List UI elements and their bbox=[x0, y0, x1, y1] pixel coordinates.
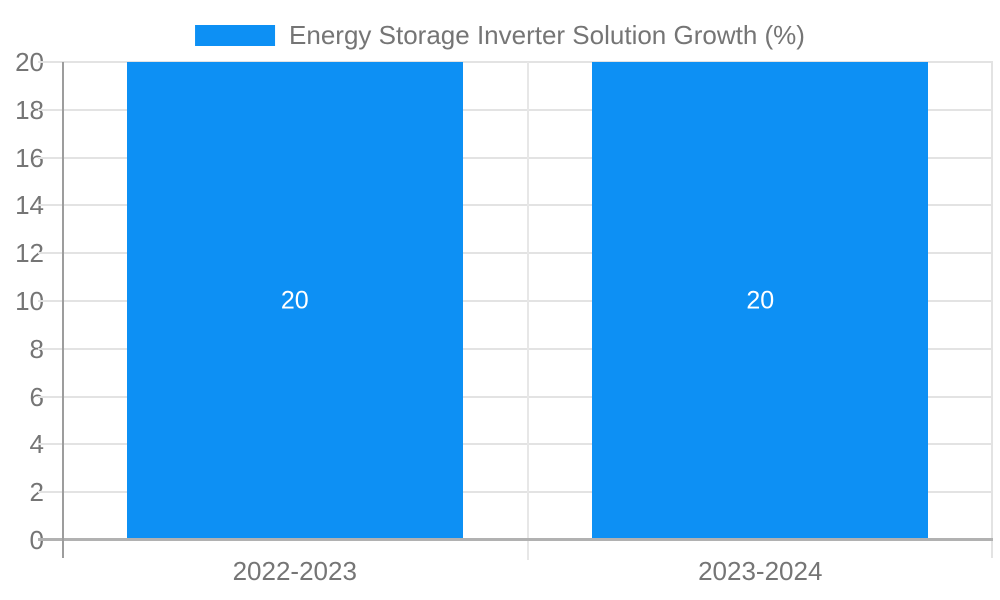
y-tick-label-6: 6 bbox=[29, 381, 44, 412]
x-category-label-2022-2023: 2022-2023 bbox=[232, 556, 357, 586]
gridline-y-14 bbox=[38, 204, 993, 207]
bar-value-label: 20 bbox=[280, 286, 309, 315]
chart-legend[interactable]: Energy Storage Inverter Solution Growth … bbox=[195, 20, 805, 51]
y-axis-line bbox=[62, 62, 64, 558]
gridline-y-20 bbox=[38, 61, 993, 63]
y-tick-label-2: 2 bbox=[29, 477, 44, 508]
legend-label: Energy Storage Inverter Solution Growth … bbox=[289, 20, 805, 50]
gridline-y-2 bbox=[38, 491, 993, 494]
x-category-label-2023-2024: 2023-2024 bbox=[698, 556, 823, 586]
gridline-y-8 bbox=[38, 347, 993, 350]
plot-right-border bbox=[991, 62, 993, 558]
gridline-y-10 bbox=[38, 300, 993, 302]
plot-area: 20 20 bbox=[38, 61, 993, 560]
legend-swatch bbox=[195, 25, 276, 46]
gridline-y-4 bbox=[38, 443, 993, 446]
gridline-y-16 bbox=[38, 156, 993, 159]
gridline-y-12 bbox=[38, 252, 993, 255]
bar-value-label: 20 bbox=[746, 286, 775, 315]
x-axis-baseline bbox=[38, 538, 993, 541]
bar-2023-2024[interactable]: 20 bbox=[592, 62, 929, 540]
gridline-y-6 bbox=[38, 395, 993, 398]
y-tick-label-4: 4 bbox=[29, 429, 44, 460]
gridline-y-18 bbox=[38, 108, 993, 111]
y-tick-label-0: 0 bbox=[29, 525, 44, 555]
bar-2022-2023[interactable]: 20 bbox=[126, 62, 463, 540]
category-separator-line bbox=[526, 62, 529, 560]
y-tick-label-8: 8 bbox=[29, 333, 44, 364]
